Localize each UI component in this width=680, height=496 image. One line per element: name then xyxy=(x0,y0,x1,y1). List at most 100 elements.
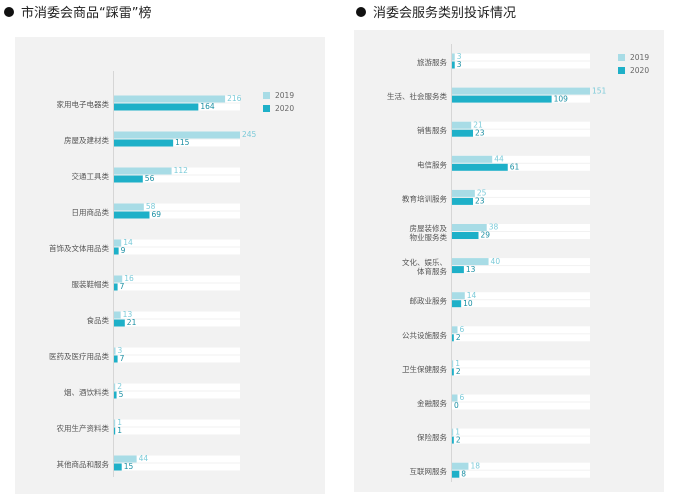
value-label-2020: 7 xyxy=(120,282,125,291)
bar-track xyxy=(114,419,240,427)
bar-2019 xyxy=(114,95,226,103)
category-label: 首饰及文体用品类 xyxy=(49,243,109,253)
bar-track xyxy=(452,436,590,444)
bar-2020 xyxy=(452,232,479,239)
bar-2019 xyxy=(114,455,137,463)
value-label-2020: 5 xyxy=(119,390,124,399)
bar-track xyxy=(114,391,240,399)
category-label: 邮政业服务 xyxy=(410,296,448,306)
bar-track xyxy=(114,283,240,291)
bar-2020 xyxy=(452,300,462,308)
legend-label: 2019 xyxy=(275,91,294,100)
legend-swatch xyxy=(618,67,625,74)
bar-track xyxy=(114,347,240,355)
value-label-2020: 23 xyxy=(475,197,485,206)
bar-2020 xyxy=(452,95,552,103)
legend-label: 2020 xyxy=(275,104,294,113)
category-label: 文化、娱乐、 xyxy=(402,257,447,267)
bar-2019 xyxy=(114,347,116,355)
bar-2019 xyxy=(114,131,240,139)
bar-2019 xyxy=(452,155,493,163)
bar-track xyxy=(114,203,240,211)
category-label: 食品类 xyxy=(87,315,110,325)
value-label-2020: 29 xyxy=(481,231,491,240)
bar-2019 xyxy=(452,360,454,368)
bar-2020 xyxy=(114,319,125,327)
value-label-2019: 40 xyxy=(491,257,501,266)
category-label: 销售服务 xyxy=(417,125,447,135)
bar-track xyxy=(452,300,590,308)
value-label-2019: 13 xyxy=(123,310,133,319)
bar-2020 xyxy=(114,139,174,147)
value-label-2020: 2 xyxy=(456,435,461,444)
bar-2020 xyxy=(114,391,117,399)
value-label-2019: 16 xyxy=(124,274,134,283)
bar-2020 xyxy=(114,283,118,291)
value-label-2020: 69 xyxy=(151,210,161,219)
category-label: 家用电子电器类 xyxy=(57,99,110,109)
bar-track xyxy=(452,232,590,239)
value-label-2020: 2 xyxy=(456,367,461,376)
bar-track xyxy=(452,402,590,410)
bar-2020 xyxy=(114,175,143,183)
category-label: 其他商品和服务 xyxy=(57,459,110,469)
bar-2019 xyxy=(452,462,469,470)
category-label: 公共设施服务 xyxy=(402,330,447,340)
bar-track xyxy=(114,455,240,463)
value-label-2019: 6 xyxy=(459,393,464,402)
value-label-2020: 3 xyxy=(457,60,462,69)
value-label-2019: 2 xyxy=(117,382,122,391)
value-label-2020: 8 xyxy=(461,469,466,478)
bar-track xyxy=(452,368,590,376)
value-label-2020: 10 xyxy=(463,299,473,308)
category-label: 房屋装修及 xyxy=(410,223,448,233)
category-label: 卫生保健服务 xyxy=(402,364,447,374)
value-label-2020: 61 xyxy=(510,163,520,172)
bar-track xyxy=(114,139,240,147)
value-label-2020: 23 xyxy=(475,128,485,137)
bar-track xyxy=(452,258,590,266)
bar-track xyxy=(114,247,240,255)
right-chart-heading: 消委会服务类别投诉情况 xyxy=(356,2,516,21)
bar-2019 xyxy=(114,203,144,211)
value-label-2020: 13 xyxy=(466,265,476,274)
value-label-2019: 21 xyxy=(473,120,483,129)
bar-track xyxy=(114,319,240,327)
category-label: 教育培训服务 xyxy=(402,193,447,203)
value-label-2019: 25 xyxy=(477,189,487,198)
value-label-2019: 44 xyxy=(494,155,504,164)
bar-track xyxy=(452,129,590,137)
left-bar-chart: 家用电子电器类216164房屋及建材类245115交通工具类11256日用商品类… xyxy=(49,71,294,477)
bar-2020 xyxy=(114,355,118,363)
right-chart-title: 消委会服务类别投诉情况 xyxy=(373,6,517,21)
value-label-2020: 15 xyxy=(124,462,134,471)
value-label-2020: 164 xyxy=(200,102,215,111)
bar-track xyxy=(114,275,240,283)
value-label-2019: 1 xyxy=(455,427,460,436)
bar-2020 xyxy=(114,211,150,219)
bar-track xyxy=(452,266,590,274)
bar-2019 xyxy=(452,292,465,300)
bar-2020 xyxy=(114,463,122,471)
value-label-2019: 18 xyxy=(470,461,480,470)
value-label-2019: 245 xyxy=(242,130,257,139)
category-label: 服装鞋帽类 xyxy=(72,279,110,289)
bar-2019 xyxy=(452,428,454,436)
left-chart-title: 市消委会商品“踩雷”榜 xyxy=(21,6,152,21)
bar-2019 xyxy=(114,383,116,391)
bar-track xyxy=(452,326,590,334)
legend-swatch xyxy=(263,105,270,112)
left-chart-heading: 市消委会商品“踩雷”榜 xyxy=(4,2,151,21)
category-label: 物业服务类 xyxy=(410,232,448,242)
value-label-2019: 58 xyxy=(146,202,156,211)
bar-2020 xyxy=(452,368,454,376)
value-label-2020: 0 xyxy=(454,401,459,410)
bar-track xyxy=(452,61,590,69)
bar-track xyxy=(452,197,590,205)
bar-2020 xyxy=(452,470,460,478)
bar-track xyxy=(452,334,590,342)
bar-track xyxy=(114,211,240,219)
bar-track xyxy=(114,311,240,319)
category-label: 体育服务 xyxy=(417,266,447,276)
value-label-2020: 115 xyxy=(175,138,190,147)
